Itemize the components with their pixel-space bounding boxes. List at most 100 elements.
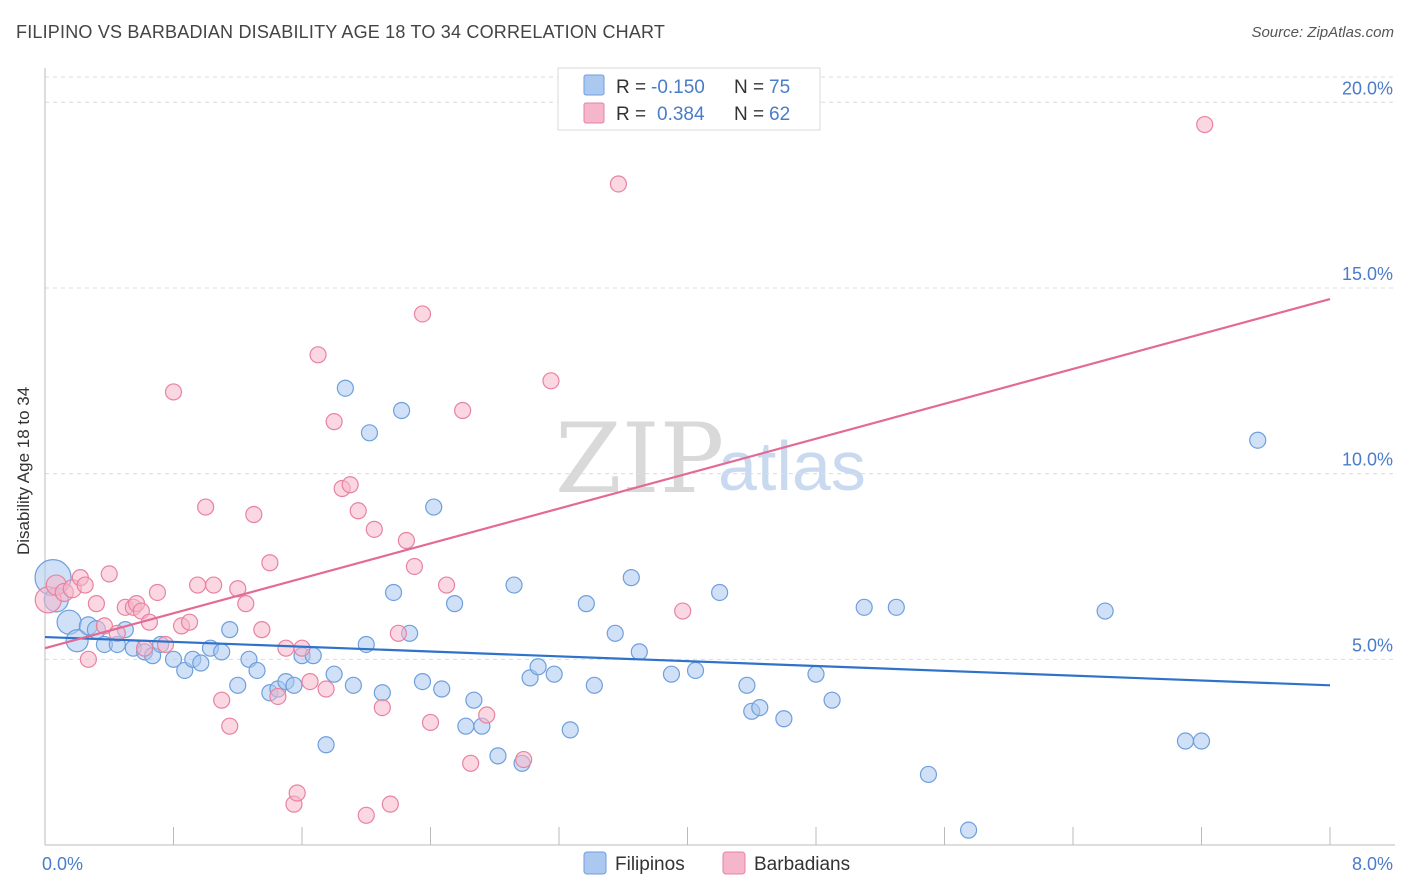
legend-swatch-barbadian	[583, 102, 605, 124]
barbadian-point	[87, 595, 106, 613]
filipino-point	[807, 665, 825, 683]
barbadian-point	[261, 554, 279, 572]
chart-title: FILIPINO VS BARBADIAN DISABILITY AGE 18 …	[16, 22, 666, 42]
legend-r-label-1: R =	[616, 77, 646, 98]
filipino-point	[413, 673, 432, 691]
barbadian-point	[389, 624, 407, 642]
gridlines	[45, 76, 1395, 660]
barbadian-point	[365, 520, 383, 538]
filipino-point	[384, 583, 403, 602]
filipino-point	[336, 379, 354, 397]
barbadian-point	[156, 635, 175, 654]
filipino-point	[373, 684, 391, 702]
filipino-point	[738, 676, 756, 694]
filipino-point	[585, 676, 603, 694]
filipino-point	[775, 710, 793, 728]
filipino-point	[686, 661, 705, 680]
barbadian-point	[478, 706, 496, 724]
barbadian-point	[205, 576, 223, 594]
barbadian-point	[413, 305, 432, 323]
barbadian-point	[237, 595, 255, 613]
bottom-legend-swatch-barbadian	[722, 851, 746, 875]
bottom-legend-label-barbadian: Barbadians	[754, 854, 850, 875]
barbadian-point	[309, 346, 327, 364]
filipino-point	[630, 643, 648, 661]
stats-legend: R = -0.150 N = 75 R = 0.384 N = 62	[557, 67, 821, 131]
legend-swatch-filipino	[583, 74, 605, 96]
filipino-point	[221, 621, 239, 639]
filipino-point	[1192, 732, 1211, 750]
barbadian-point	[357, 806, 375, 824]
barbadian-point	[437, 576, 456, 594]
filipino-point	[164, 650, 183, 668]
filipino-point	[325, 665, 343, 683]
barbadian-point	[269, 687, 287, 706]
legend-n-value-1: 75	[769, 77, 790, 98]
filipino-point	[465, 691, 483, 709]
filipino-point	[65, 629, 89, 653]
filipino-point	[606, 624, 624, 642]
filipino-point	[959, 821, 978, 839]
filipino-point	[457, 717, 475, 735]
filipino-point	[433, 680, 451, 698]
filipino-point	[317, 736, 335, 754]
barbadian-point	[76, 576, 94, 594]
legend-n-value-2: 62	[769, 104, 790, 125]
bottom-legend-swatch-filipino	[583, 851, 607, 875]
filipino-point	[823, 691, 841, 709]
filipino-point	[192, 654, 210, 672]
filipino-trend-line	[44, 635, 1331, 687]
barbadian-point	[221, 717, 239, 735]
filipino-point	[751, 698, 769, 717]
barbadian-point	[164, 383, 183, 401]
y-tick-label: 15.0%	[1342, 264, 1393, 284]
filipino-point	[229, 676, 247, 694]
barbadian-point	[325, 413, 343, 431]
barbadian-point	[180, 613, 199, 631]
x-tick-label-max: 8.0%	[1352, 854, 1393, 874]
filipino-point	[855, 598, 873, 616]
barbadian-points	[34, 115, 1214, 824]
barbadian-point	[405, 557, 424, 576]
barbadian-point	[148, 583, 167, 602]
axes: 5.0% 10.0% 15.0% 20.0% 0.0% 8.0%	[42, 68, 1395, 874]
barbadian-point	[542, 372, 560, 390]
trend-lines	[44, 298, 1331, 687]
filipino-point	[392, 401, 411, 420]
source-label: Source: ZipAtlas.com	[1251, 24, 1394, 41]
filipino-point	[285, 676, 303, 694]
y-tick-label: 5.0%	[1352, 635, 1393, 655]
watermark-zip: ZIP	[555, 403, 724, 515]
y-tick-label: 20.0%	[1342, 78, 1393, 98]
watermark-atlas: atlas	[718, 427, 866, 505]
legend-r-value-1: -0.150	[651, 77, 705, 98]
filipino-point	[545, 665, 563, 683]
barbadian-point	[462, 754, 480, 772]
filipino-point	[425, 498, 443, 516]
y-tick-label: 10.0%	[1342, 450, 1393, 470]
filipino-point	[622, 569, 640, 587]
bottom-legend-label-filipino: Filipinos	[615, 854, 685, 875]
barbadian-point	[197, 498, 215, 516]
filipino-point	[505, 576, 523, 594]
barbadian-point	[341, 476, 359, 494]
barbadian-point	[373, 698, 391, 717]
legend-r-value-2: 0.384	[657, 104, 705, 125]
barbadian-point	[515, 750, 533, 769]
barbadian-point	[317, 680, 335, 698]
filipino-point	[1249, 431, 1267, 449]
filipino-point	[561, 721, 579, 739]
filipino-point	[489, 747, 507, 765]
barbadian-point	[245, 505, 263, 524]
barbadian-point	[674, 602, 692, 620]
filipino-point	[1176, 732, 1195, 750]
barbadian-point	[277, 639, 295, 657]
filipino-point	[919, 765, 938, 784]
barbadian-point	[288, 784, 306, 802]
filipino-point	[529, 658, 547, 676]
legend-n-label-2: N =	[734, 104, 764, 125]
barbadian-trend-line	[44, 298, 1331, 650]
barbadian-point	[79, 650, 97, 668]
filipino-point	[248, 661, 266, 680]
